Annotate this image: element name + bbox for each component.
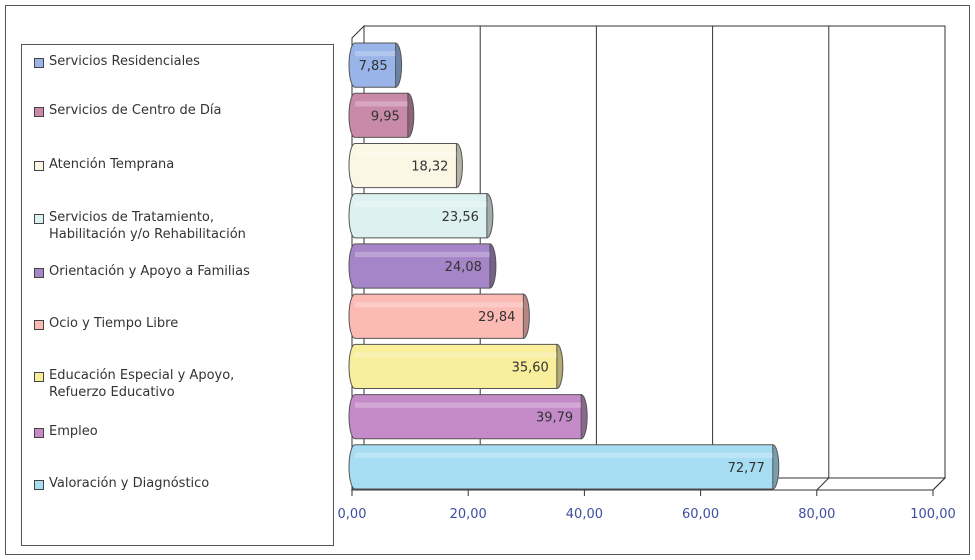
bar-value-label: 72,77: [728, 461, 765, 476]
bar: [348, 243, 491, 289]
bar: [348, 142, 457, 189]
bar-value-label: 23,56: [442, 210, 479, 225]
legend-label-line: Habilitación y/o Rehabilitación: [49, 227, 246, 242]
bar-highlight: [355, 352, 557, 358]
legend-label: Valoración y Diagnóstico: [49, 475, 329, 492]
chart-legend: Servicios Residenciales Servicios de Cent…: [21, 44, 334, 546]
bar: [348, 42, 397, 88]
legend-item: Servicios Residenciales: [34, 53, 329, 70]
legend-label-line: Orientación y Apoyo a Familias: [49, 264, 250, 279]
bar-highlight: [355, 452, 773, 459]
legend-swatch: [34, 268, 44, 278]
floor-gridline: [816, 477, 830, 491]
bar: [348, 394, 582, 440]
bar: [348, 92, 409, 138]
x-tick-label: 40,00: [566, 507, 603, 522]
legend-swatch: [34, 214, 44, 224]
x-tick-label: 100,00: [910, 507, 956, 522]
bar: [348, 343, 558, 390]
legend-label-line: Servicios de Centro de Día: [49, 103, 222, 118]
legend-label-line: Servicios de Tratamiento,: [49, 210, 215, 225]
legend-item: Servicios de Centro de Día: [34, 102, 329, 119]
legend-label: Educación Especial y Apoyo, Refuerzo Educ…: [49, 367, 329, 401]
bar: [348, 193, 488, 239]
legend-label-line: Empleo: [49, 424, 98, 439]
floor-gridline: [932, 477, 946, 491]
legend-swatch: [34, 161, 44, 171]
legend-label: Empleo: [49, 423, 329, 440]
legend-label: Ocio y Tiempo Libre: [49, 315, 329, 332]
legend-swatch: [34, 320, 44, 330]
legend-swatch: [34, 107, 44, 117]
bar-value-label: 7,85: [359, 59, 388, 74]
bar-highlight: [355, 201, 487, 207]
legend-item: Educación Especial y Apoyo, Refuerzo Educ…: [34, 367, 329, 401]
legend-item: Empleo: [34, 423, 329, 440]
x-tick-label: 60,00: [682, 507, 719, 522]
legend-item: Valoración y Diagnóstico: [34, 475, 329, 492]
legend-label-line: Valoración y Diagnóstico: [49, 476, 210, 491]
legend-label: Servicios Residenciales: [49, 53, 329, 70]
legend-label-line: Educación Especial y Apoyo,: [49, 368, 235, 383]
bar-highlight: [355, 402, 582, 408]
legend-swatch: [34, 480, 44, 490]
bar: [348, 444, 774, 490]
bar-highlight: [355, 302, 524, 308]
bar-highlight: [355, 251, 490, 258]
legend-label-line: Servicios Residenciales: [49, 54, 200, 69]
legend-item: Orientación y Apoyo a Familias: [34, 263, 329, 280]
legend-swatch: [34, 428, 44, 438]
legend-label: Atención Temprana: [49, 156, 329, 173]
bar-value-label: 39,79: [536, 411, 573, 426]
bar-highlight: [355, 50, 396, 57]
x-tick-label: 20,00: [450, 507, 487, 522]
legend-item: Atención Temprana: [34, 156, 329, 173]
bar-value-label: 24,08: [445, 260, 482, 275]
bar-highlight: [355, 151, 457, 157]
legend-label: Servicios de Centro de Día: [49, 102, 329, 119]
bar-value-label: 35,60: [512, 360, 549, 375]
x-tick-label: 80,00: [798, 507, 835, 522]
bar-value-label: 9,95: [371, 109, 400, 124]
bar-value-label: 29,84: [478, 310, 515, 325]
legend-label: Orientación y Apoyo a Familias: [49, 263, 329, 280]
legend-label-line: Atención Temprana: [49, 157, 175, 172]
legend-label-line: Ocio y Tiempo Libre: [49, 316, 179, 331]
x-tick-label: 0,00: [338, 507, 367, 522]
legend-swatch: [34, 372, 44, 382]
bar: [348, 293, 524, 339]
legend-swatch: [34, 58, 44, 68]
legend-label: Servicios de Tratamiento, Habilitación y/…: [49, 209, 329, 243]
bar-value-label: 18,32: [411, 160, 448, 175]
legend-item: Servicios de Tratamiento, Habilitación y/…: [34, 209, 329, 243]
bar-highlight: [355, 101, 408, 107]
legend-label-line: Refuerzo Educativo: [49, 385, 175, 400]
legend-item: Ocio y Tiempo Libre: [34, 315, 329, 332]
